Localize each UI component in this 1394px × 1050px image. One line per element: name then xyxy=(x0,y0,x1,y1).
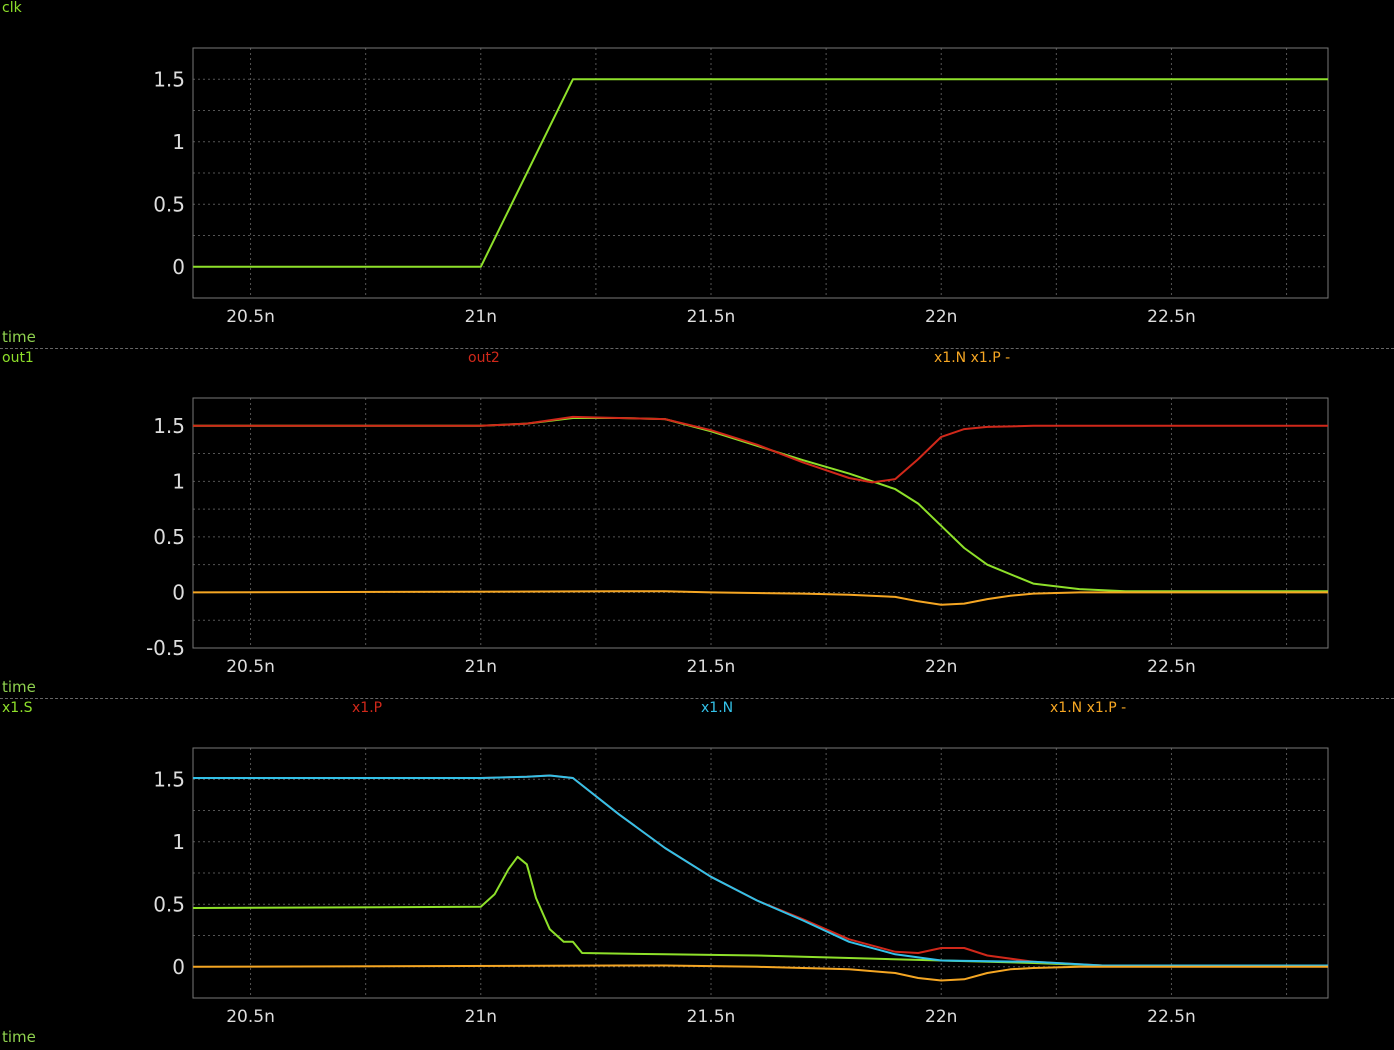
series-line-out2[interactable] xyxy=(193,415,1328,484)
plot-panel-internal-nodes: 0 0.5 1 1.5 20.5n 21n 21.5n 22n 22.5n x1.S x1.P … xyxy=(0,700,1394,1050)
x-tick-label: 22.5n xyxy=(1147,657,1196,677)
plot-panel-outputs: -0.5 0 0.5 1 1.5 20.5n 21n 21.5n 22n 22.5n out1 o… xyxy=(0,350,1394,700)
signal-label-x1-p[interactable]: x1.P xyxy=(352,700,383,716)
y-tick-label: 0.5 xyxy=(153,192,185,216)
x-tick-label: 20.5n xyxy=(226,657,275,677)
plot-svg-internal-nodes: 0 0.5 1 1.5 20.5n 21n 21.5n 22n 22.5n xyxy=(153,747,1329,1027)
x-tick-label: 22n xyxy=(925,1007,957,1027)
x-tick-label: 21n xyxy=(465,307,497,327)
y-tick-label: 0.5 xyxy=(153,892,185,916)
plot-panel-clk: 0 0.5 1 1.5 20.5n 21n 21.5n 22n 22.5n clk time xyxy=(0,0,1394,350)
x-tick-label: 20.5n xyxy=(226,1007,275,1027)
signal-label-clk[interactable]: clk xyxy=(2,0,22,16)
x-tick-label: 21.5n xyxy=(687,657,736,677)
signal-label-xn-xp-diff[interactable]: x1.N x1.P - xyxy=(1050,700,1127,716)
signal-label-xn-xp-diff[interactable]: x1.N x1.P - xyxy=(934,350,1011,366)
x-tick-label: 21n xyxy=(465,657,497,677)
panel-divider[interactable] xyxy=(0,698,1394,699)
plot-svg-outputs: -0.5 0 0.5 1 1.5 20.5n 21n 21.5n 22n 22.5n xyxy=(146,397,1329,677)
signal-label-x1-n[interactable]: x1.N xyxy=(701,700,734,716)
y-tick-label: 0 xyxy=(172,255,185,279)
y-tick-label: 1.5 xyxy=(153,767,185,791)
x-tick-label: 20.5n xyxy=(226,307,275,327)
y-tick-label: 0 xyxy=(172,955,185,979)
series-line-x1-n-x1-p-[interactable] xyxy=(192,964,1328,982)
x-tick-label: 21.5n xyxy=(687,1007,736,1027)
series-line-out1[interactable] xyxy=(193,417,1328,593)
y-tick-label: 1.5 xyxy=(153,67,185,91)
plot-frame[interactable] xyxy=(192,47,1329,299)
x-tick-label: 22n xyxy=(925,657,957,677)
signal-label-x1-s[interactable]: x1.S xyxy=(2,700,33,716)
y-tick-label: 1 xyxy=(172,830,185,854)
signal-label-out2[interactable]: out2 xyxy=(468,350,500,366)
x-axis-label: time xyxy=(2,328,36,346)
series-line-clk[interactable] xyxy=(193,78,1328,268)
y-tick-label: 1 xyxy=(172,130,185,154)
y-tick-label: 1.5 xyxy=(153,414,185,438)
signal-label-out1[interactable]: out1 xyxy=(2,350,34,366)
y-tick-label: -0.5 xyxy=(146,636,185,660)
x-tick-label: 21.5n xyxy=(687,307,736,327)
x-tick-label: 21n xyxy=(465,1007,497,1027)
y-tick-label: 0.5 xyxy=(153,525,185,549)
y-tick-label: 1 xyxy=(172,469,185,493)
x-axis-label: time xyxy=(2,1028,36,1046)
x-tick-label: 22n xyxy=(925,307,957,327)
panel-divider[interactable] xyxy=(0,348,1394,349)
x-axis-label: time xyxy=(2,678,36,696)
series-line-x1-n[interactable] xyxy=(193,774,1328,967)
plot-frame[interactable] xyxy=(192,747,1329,999)
y-tick-label: 0 xyxy=(172,580,185,604)
x-tick-label: 22.5n xyxy=(1147,307,1196,327)
series-line-x1-p[interactable] xyxy=(193,774,1328,967)
plot-svg-clk: 0 0.5 1 1.5 20.5n 21n 21.5n 22n 22.5n xyxy=(153,47,1329,327)
x-tick-label: 22.5n xyxy=(1147,1007,1196,1027)
series-line-x1-n-x1-p-[interactable] xyxy=(192,590,1328,606)
plot-frame[interactable] xyxy=(192,397,1329,649)
